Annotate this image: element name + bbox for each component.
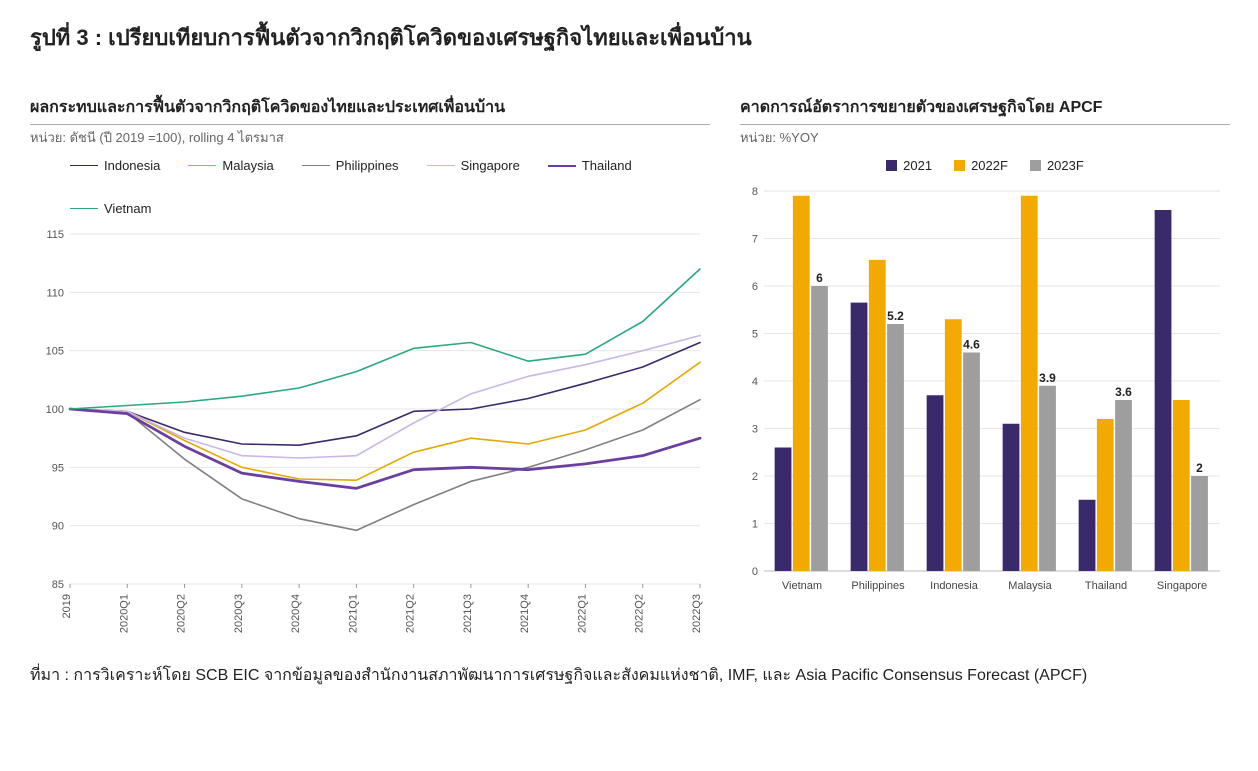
legend-label: Thailand [582,158,632,173]
legend-item-2021: 2021 [886,158,932,173]
figure-title: รูปที่ 3 : เปรียบเทียบการฟื้นตัวจากวิกฤต… [30,20,1228,55]
svg-text:6: 6 [752,281,758,293]
svg-text:2021Q3: 2021Q3 [462,594,474,633]
svg-text:3: 3 [752,424,758,436]
svg-text:2020Q3: 2020Q3 [233,594,245,633]
svg-text:95: 95 [52,462,64,474]
svg-text:Malaysia: Malaysia [1008,580,1052,592]
legend-line-icon [188,165,216,166]
legend-item-malaysia: Malaysia [188,158,273,173]
legend-label: Indonesia [104,158,160,173]
legend-label: 2023F [1047,158,1084,173]
svg-text:1: 1 [752,519,758,531]
svg-text:2: 2 [1196,461,1203,475]
line-chart-subtitle: หน่วย: ดัชนี (ปี 2019 =100), rolling 4 ไ… [30,127,710,148]
svg-text:Indonesia: Indonesia [930,580,979,592]
line-chart-legend: Indonesia Malaysia Philippines Singapore Tha… [70,158,710,216]
bar-chart-svg: 0 1 2 3 4 5 6 7 8 6 Vietnam 5.2 Philippines 4.6 Indone… [740,181,1230,601]
svg-text:Singapore: Singapore [1157,580,1207,592]
svg-text:2: 2 [752,471,758,483]
svg-text:115: 115 [46,229,64,241]
legend-label: Philippines [336,158,399,173]
svg-text:5.2: 5.2 [887,309,904,323]
svg-text:2021Q4: 2021Q4 [519,594,531,633]
legend-item-2022f: 2022F [954,158,1008,173]
line-chart-svg: 85 90 95 100 105 110 115 2019 2020Q1 2020Q2 2020Q3… [30,224,710,644]
svg-text:90: 90 [52,521,64,533]
legend-item-singapore: Singapore [427,158,520,173]
line-chart-block: ผลกระทบและการฟื้นตัวจากวิกฤติโควิดของไทย… [30,95,710,644]
svg-text:85: 85 [52,579,64,591]
charts-row: ผลกระทบและการฟื้นตัวจากวิกฤติโควิดของไทย… [30,95,1228,644]
legend-label: Malaysia [222,158,273,173]
svg-text:2020Q4: 2020Q4 [290,594,302,633]
svg-text:4.6: 4.6 [963,338,980,352]
svg-text:2020Q1: 2020Q1 [118,594,130,633]
svg-text:2019: 2019 [61,594,73,618]
bar-chart-title: คาดการณ์อัตราการขยายตัวของเศรษฐกิจโดย AP… [740,95,1230,125]
legend-item-thailand: Thailand [548,158,632,173]
legend-line-icon [70,208,98,209]
svg-text:0: 0 [752,566,758,578]
svg-text:2021Q1: 2021Q1 [347,594,359,633]
bar-chart-block: คาดการณ์อัตราการขยายตัวของเศรษฐกิจโดย AP… [740,95,1230,601]
svg-text:Philippines: Philippines [851,580,905,592]
legend-line-icon [548,165,576,167]
svg-text:2022Q3: 2022Q3 [691,594,703,633]
source-note: ที่มา : การวิเคราะห์โดย SCB EIC จากข้อมู… [30,662,1228,691]
bar-chart-subtitle: หน่วย: %YOY [740,127,1230,148]
legend-label: Singapore [461,158,520,173]
legend-item-philippines: Philippines [302,158,399,173]
line-chart-title: ผลกระทบและการฟื้นตัวจากวิกฤติโควิดของไทย… [30,95,710,125]
legend-box-icon [886,160,897,171]
legend-line-icon [427,165,455,166]
svg-text:Thailand: Thailand [1085,580,1127,592]
legend-box-icon [1030,160,1041,171]
svg-text:2020Q2: 2020Q2 [176,594,188,633]
svg-text:5: 5 [752,329,758,341]
svg-text:100: 100 [46,404,64,416]
legend-box-icon [954,160,965,171]
svg-text:7: 7 [752,234,758,246]
svg-text:110: 110 [46,287,64,299]
svg-text:2022Q1: 2022Q1 [576,594,588,633]
svg-text:8: 8 [752,186,758,198]
svg-text:105: 105 [46,346,64,358]
svg-text:4: 4 [752,376,758,388]
legend-item-2023f: 2023F [1030,158,1084,173]
legend-label: 2022F [971,158,1008,173]
svg-text:6: 6 [816,271,823,285]
legend-item-vietnam: Vietnam [70,201,151,216]
svg-text:3.6: 3.6 [1115,385,1132,399]
svg-text:2022Q2: 2022Q2 [634,594,646,633]
legend-line-icon [70,165,98,166]
bar-chart-legend: 2021 2022F 2023F [740,158,1230,173]
svg-text:3.9: 3.9 [1039,371,1056,385]
legend-label: 2021 [903,158,932,173]
legend-line-icon [302,165,330,166]
legend-label: Vietnam [104,201,151,216]
svg-text:2021Q2: 2021Q2 [405,594,417,633]
legend-item-indonesia: Indonesia [70,158,160,173]
svg-text:Vietnam: Vietnam [782,580,822,592]
